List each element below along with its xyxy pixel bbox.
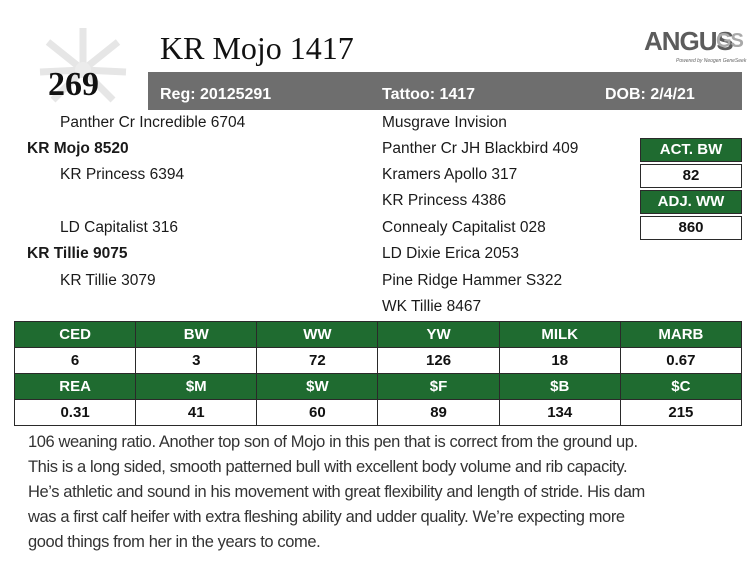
epd-header-milk: MILK bbox=[498, 321, 621, 348]
epd-value-milk: 18 bbox=[498, 347, 621, 374]
epd-header-c-index: $C bbox=[619, 373, 743, 400]
epd-value-bw: 3 bbox=[135, 347, 258, 374]
pedigree-gen3-2: Panther Cr JH Blackbird 409 bbox=[382, 140, 579, 157]
pedigree-sire-dam: KR Princess 6394 bbox=[60, 166, 185, 183]
lot-description: 106 weaning ratio. Another top son of Mo… bbox=[28, 430, 744, 555]
registration-bar: Reg: 20125291 Tattoo: 1417 DOB: 2/4/21 bbox=[148, 72, 742, 110]
epd-header-w-index: $W bbox=[256, 373, 379, 400]
epd-header-yw: YW bbox=[377, 321, 500, 348]
epd-header-row: REA $M $W $F $B $C bbox=[13, 373, 743, 400]
description-line: good things from her in the years to com… bbox=[28, 533, 321, 551]
lot-number: 269 bbox=[48, 66, 99, 103]
pedigree-gen3-1: Musgrave Invision bbox=[382, 114, 507, 131]
pedigree-gen3-7: Pine Ridge Hammer S322 bbox=[382, 272, 563, 289]
pedigree-dam: KR Tillie 9075 bbox=[27, 245, 128, 262]
pedigree-sire-sire: Panther Cr Incredible 6704 bbox=[60, 114, 246, 131]
logo-tagline: Powered by Neogen GeneSeek bbox=[676, 58, 747, 64]
epd-value-ced: 6 bbox=[13, 347, 137, 374]
epd-value-ww: 72 bbox=[256, 347, 379, 374]
epd-value-marb: 0.67 bbox=[619, 347, 743, 374]
pedigree-gen3-5: Connealy Capitalist 028 bbox=[382, 219, 546, 236]
actual-birth-weight-label: ACT. BW bbox=[640, 138, 742, 162]
epd-header-ced: CED bbox=[13, 321, 137, 348]
description-line: He’s athletic and sound in his movement … bbox=[28, 483, 645, 501]
angus-gs-logo: ANGUS GS Powered by Neogen GeneSeek bbox=[640, 26, 747, 70]
epd-value-f-index: 89 bbox=[377, 399, 500, 426]
pedigree-gen3-3: Kramers Apollo 317 bbox=[382, 166, 518, 183]
pedigree-gen3-8: WK Tillie 8467 bbox=[382, 298, 482, 315]
epd-header-row: CED BW WW YW MILK MARB bbox=[13, 321, 743, 348]
epd-header-f-index: $F bbox=[377, 373, 500, 400]
epd-header-m-index: $M bbox=[135, 373, 258, 400]
description-line: 106 weaning ratio. Another top son of Mo… bbox=[28, 433, 638, 451]
adjusted-weaning-weight-value: 860 bbox=[640, 216, 742, 240]
epd-header-marb: MARB bbox=[619, 321, 743, 348]
description-line: was a first calf heifer with extra flesh… bbox=[28, 508, 625, 526]
epd-value-yw: 126 bbox=[377, 347, 500, 374]
epd-header-b-index: $B bbox=[498, 373, 621, 400]
adjusted-weaning-weight-label: ADJ. WW bbox=[640, 190, 742, 214]
epd-value-w-index: 60 bbox=[256, 399, 379, 426]
animal-name: KR Mojo 1417 bbox=[160, 30, 354, 66]
date-of-birth: DOB: 2/4/21 bbox=[605, 86, 695, 103]
windmill-watermark-icon bbox=[39, 28, 127, 103]
epd-value-m-index: 41 bbox=[135, 399, 258, 426]
epd-header-bw: BW bbox=[135, 321, 258, 348]
tattoo: Tattoo: 1417 bbox=[382, 86, 476, 103]
pedigree-gen3-4: KR Princess 4386 bbox=[382, 192, 507, 209]
pedigree-dam-dam: KR Tillie 3079 bbox=[60, 272, 156, 289]
epd-table: CED BW WW YW MILK MARB 6 3 72 126 18 0.6… bbox=[13, 321, 743, 426]
pedigree-dam-sire: LD Capitalist 316 bbox=[60, 219, 179, 236]
pedigree-gen3-6: LD Dixie Erica 2053 bbox=[382, 245, 519, 262]
actual-birth-weight-value: 82 bbox=[640, 164, 742, 188]
epd-value-row: 0.31 41 60 89 134 215 bbox=[13, 399, 743, 426]
epd-value-row: 6 3 72 126 18 0.67 bbox=[13, 347, 743, 374]
logo-word: ANGUS bbox=[644, 26, 734, 56]
epd-value-b-index: 134 bbox=[498, 399, 621, 426]
logo-suffix: GS bbox=[716, 30, 744, 52]
registration-number: Reg: 20125291 bbox=[160, 86, 272, 103]
epd-value-rea: 0.31 bbox=[13, 399, 137, 426]
epd-value-c-index: 215 bbox=[619, 399, 743, 426]
epd-header-rea: REA bbox=[13, 373, 137, 400]
epd-header-ww: WW bbox=[256, 321, 379, 348]
pedigree-sire: KR Mojo 8520 bbox=[27, 140, 129, 157]
description-line: This is a long sided, smooth patterned b… bbox=[28, 458, 628, 476]
